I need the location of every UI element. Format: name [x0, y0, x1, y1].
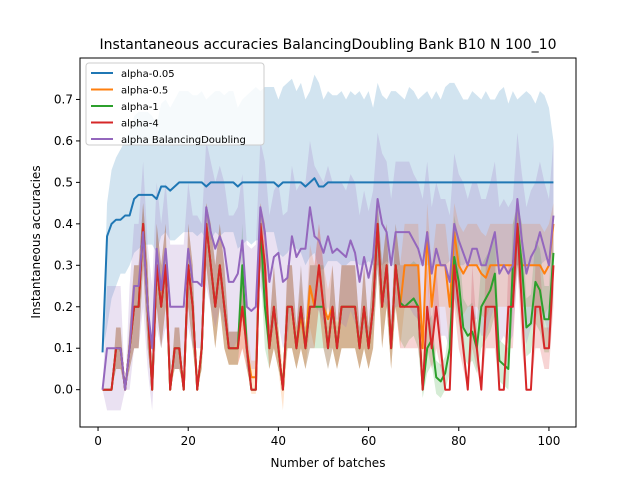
- x-axis: 0 20 40 60 80 100: [94, 427, 560, 448]
- x-tick-label: 40: [271, 434, 286, 448]
- y-tick-label: 0.4: [54, 217, 73, 231]
- chart-title: Instantaneous accuracies BalancingDoubli…: [99, 37, 556, 53]
- plot-frame: [79, 57, 577, 428]
- line-alpha-balancingdoubling: [101, 197, 555, 391]
- x-tick-label: 60: [361, 434, 376, 448]
- band-alpha-balancingdoubling: [102, 132, 554, 411]
- legend-label-alpha-0-5: alpha-0.5: [121, 86, 168, 97]
- y-tick-label: 0.0: [54, 383, 73, 397]
- series-lines: [101, 177, 555, 391]
- y-tick-label: 0.6: [54, 134, 73, 148]
- y-axis: 0.0 0.1 0.2 0.3 0.4 0.5 0.6 0.7: [54, 92, 80, 397]
- x-tick-label: 0: [94, 434, 102, 448]
- x-tick-label: 80: [451, 434, 466, 448]
- legend-label-alpha-balancingdoubling: alpha BalancingDoubling: [121, 135, 246, 146]
- legend-label-alpha-0-05: alpha-0.05: [121, 69, 175, 80]
- y-axis-label: Instantaneous accuracies: [29, 165, 43, 318]
- legend-label-alpha-1: alpha-1: [121, 102, 159, 113]
- x-axis-label: Number of batches: [271, 456, 386, 470]
- y-tick-label: 0.2: [54, 300, 73, 314]
- legend-box: [85, 62, 265, 146]
- legend: alpha-0.05 alpha-0.5 alpha-1 alpha-4 alpha B…: [85, 62, 265, 146]
- x-tick-label: 100: [537, 434, 560, 448]
- x-tick-label: 20: [181, 434, 196, 448]
- line-alpha-0-05: [101, 177, 554, 353]
- y-tick-label: 0.5: [54, 175, 73, 189]
- line-alpha-4: [102, 222, 555, 391]
- legend-label-alpha-4: alpha-4: [121, 119, 159, 130]
- band-alpha-0-5: [102, 203, 554, 411]
- y-tick-label: 0.3: [54, 258, 73, 272]
- y-tick-label: 0.7: [54, 92, 73, 106]
- y-tick-label: 0.1: [54, 341, 73, 355]
